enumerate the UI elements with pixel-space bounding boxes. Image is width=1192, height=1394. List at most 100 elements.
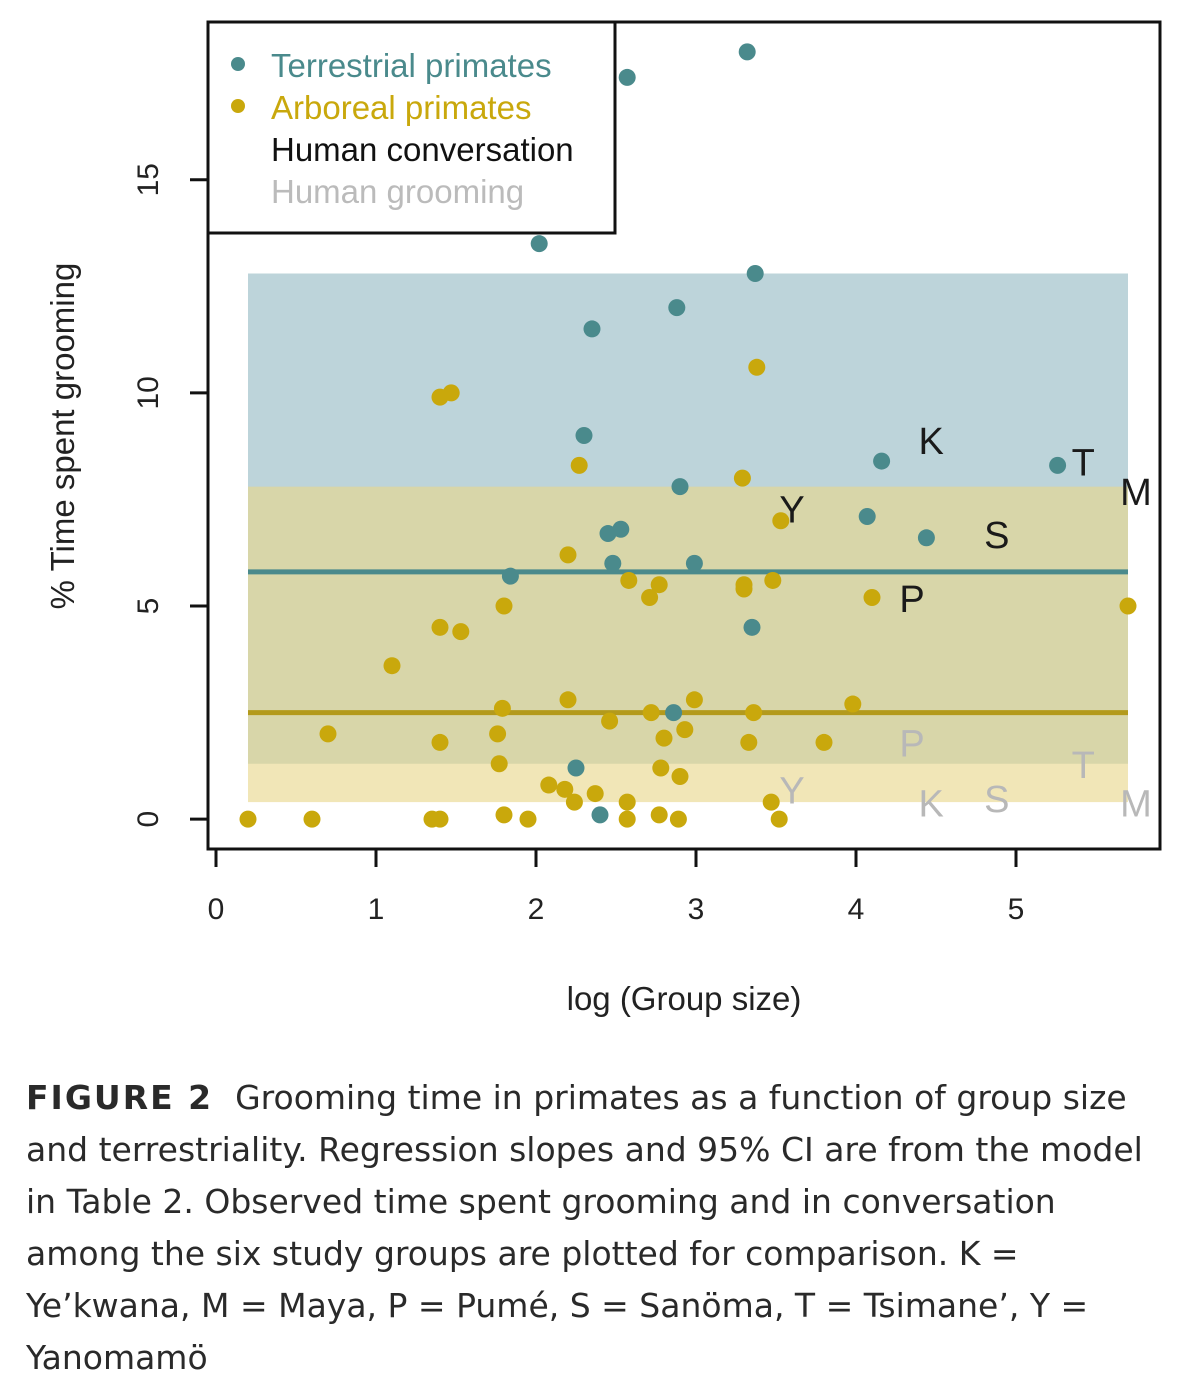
data-point [618, 68, 636, 86]
data-point [748, 358, 766, 376]
data-point [733, 469, 751, 487]
data-point [770, 810, 788, 828]
data-point [652, 759, 670, 777]
data-point [685, 691, 703, 709]
data-point [642, 704, 660, 722]
grooming-label: T [1072, 745, 1095, 787]
data-point [442, 384, 460, 402]
data-point [620, 571, 638, 589]
ci-band [248, 486, 1128, 803]
ci-bands [248, 273, 1128, 803]
data-point [743, 618, 761, 636]
data-point [604, 554, 622, 572]
data-point [431, 733, 449, 751]
data-point [858, 507, 876, 525]
data-point [618, 810, 636, 828]
data-point [601, 712, 619, 730]
data-point [556, 780, 574, 798]
data-point [738, 43, 756, 61]
y-tick-label: 5 [132, 598, 165, 615]
figure-caption: FIGURE 2 Grooming time in primates as a f… [26, 1072, 1176, 1384]
data-point [591, 806, 609, 824]
x-tick-label: 2 [528, 893, 545, 926]
conversation-label: T [1072, 442, 1095, 484]
caption-text: Grooming time in primates as a function … [26, 1078, 1143, 1377]
grooming-label: Y [779, 771, 804, 813]
grooming-label: S [984, 779, 1009, 821]
caption-label: FIGURE 2 [26, 1078, 214, 1117]
data-point [618, 793, 636, 811]
data-point [676, 721, 694, 739]
data-point [586, 785, 604, 803]
data-point [583, 320, 601, 338]
data-point [493, 699, 511, 717]
data-point [668, 299, 686, 317]
data-point [762, 793, 780, 811]
data-point [519, 810, 537, 828]
data-point [490, 755, 508, 773]
data-point [685, 554, 703, 572]
data-point [567, 759, 585, 777]
data-point [740, 733, 758, 751]
data-point [1049, 456, 1067, 474]
x-tick-label: 1 [368, 893, 385, 926]
data-point [815, 733, 833, 751]
grooming-label: K [919, 783, 944, 825]
data-point [650, 806, 668, 824]
data-point [917, 529, 935, 547]
data-point [559, 691, 577, 709]
axes: 0 1 2 3 4 5 0 5 10 15 [132, 163, 1024, 926]
data-point [599, 525, 617, 543]
data-point [452, 623, 470, 641]
y-tick-label: 0 [132, 811, 165, 828]
data-point [735, 576, 753, 594]
data-point [746, 265, 764, 283]
data-point [863, 588, 881, 606]
data-point [772, 512, 790, 530]
data-point [671, 768, 689, 786]
conversation-label: Y [779, 489, 804, 531]
legend: Terrestrial primates Arboreal primates Hum… [206, 20, 617, 235]
y-axis-label: % Time spent grooming [44, 263, 81, 610]
data-point [239, 810, 257, 828]
data-point [650, 576, 668, 594]
data-point [565, 793, 583, 811]
data-point [559, 546, 577, 564]
conversation-label: P [899, 579, 924, 621]
data-point [641, 588, 659, 606]
data-point [431, 618, 449, 636]
data-point [665, 704, 683, 722]
conversation-label: S [984, 515, 1009, 557]
data-point [745, 704, 763, 722]
legend-label: Arboreal primates [271, 89, 531, 126]
data-point [873, 452, 891, 470]
data-point [530, 235, 548, 253]
plot-frame [206, 20, 1162, 851]
data-point [575, 427, 593, 444]
data-point [489, 725, 507, 743]
data-point [764, 571, 782, 589]
legend-box [206, 20, 617, 235]
y-tick-label: 15 [132, 163, 165, 196]
x-tick-label: 4 [848, 893, 865, 926]
data-point [501, 567, 519, 585]
x-tick-label: 3 [688, 893, 705, 926]
grooming-label: P [899, 724, 924, 766]
x-tick-label: 0 [208, 893, 225, 926]
data-point [383, 657, 401, 675]
data-point [319, 725, 337, 743]
data-point [495, 597, 513, 615]
data-point [570, 456, 588, 474]
data-point [540, 776, 558, 794]
data-point [844, 695, 862, 713]
y-tick-label: 10 [132, 376, 165, 409]
legend-label: Human grooming [271, 173, 524, 210]
data-point [1119, 597, 1137, 615]
grooming-label: M [1120, 783, 1152, 825]
conversation-label: M [1120, 472, 1152, 514]
data-point [669, 810, 687, 828]
conversation-label: K [919, 421, 944, 463]
legend-label: Terrestrial primates [271, 47, 552, 84]
